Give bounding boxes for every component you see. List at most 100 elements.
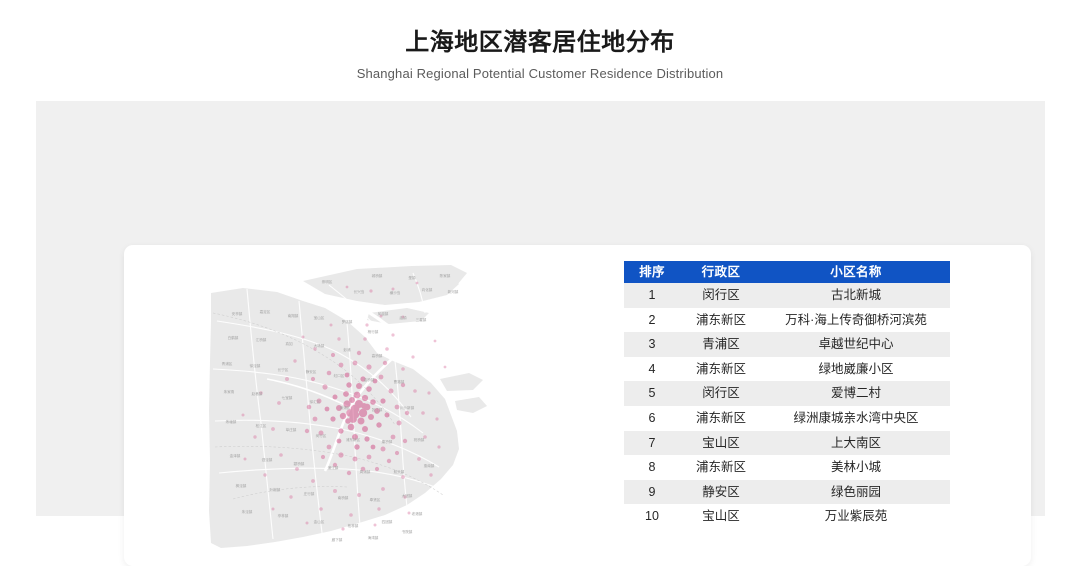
svg-text:安亭镇: 安亭镇 bbox=[232, 311, 243, 316]
svg-text:江桥镇: 江桥镇 bbox=[256, 337, 267, 342]
svg-text:颛桥镇: 颛桥镇 bbox=[294, 461, 305, 466]
svg-text:赵巷镇: 赵巷镇 bbox=[252, 391, 263, 396]
svg-text:彭浦: 彭浦 bbox=[343, 347, 351, 352]
svg-text:罗店镇: 罗店镇 bbox=[342, 319, 353, 324]
cell-district: 浦东新区 bbox=[680, 307, 762, 333]
landmass-hengsha bbox=[440, 373, 483, 391]
svg-text:杨行镇: 杨行镇 bbox=[368, 329, 379, 334]
table-row[interactable]: 2 浦东新区 万科·海上传奇御桥河滨苑 bbox=[624, 307, 950, 333]
svg-text:大场镇: 大场镇 bbox=[314, 343, 325, 348]
svg-text:崇明区: 崇明区 bbox=[322, 279, 333, 284]
column-header-district[interactable]: 行政区 bbox=[680, 261, 762, 283]
cell-community: 万科·海上传奇御桥河滨苑 bbox=[762, 307, 950, 333]
svg-text:浦江镇: 浦江镇 bbox=[328, 465, 339, 470]
cell-rank: 6 bbox=[624, 405, 680, 431]
svg-text:金桥镇: 金桥镇 bbox=[364, 377, 375, 382]
cell-district: 青浦区 bbox=[680, 332, 762, 357]
cell-community: 爱博二村 bbox=[762, 381, 950, 406]
residence-markers bbox=[241, 281, 447, 531]
cell-community: 绿地崴廉小区 bbox=[762, 356, 950, 382]
table-row[interactable]: 5 闵行区 爱博二村 bbox=[624, 381, 950, 406]
residence-ranking-table: 排序 行政区 小区名称 1 闵行区 古北新城 2 浦东新区 万科·海上传奇御桥河… bbox=[624, 261, 950, 529]
table-row[interactable]: 4 浦东新区 绿地崴廉小区 bbox=[624, 356, 950, 382]
cell-rank: 10 bbox=[624, 504, 680, 529]
river-suzhou bbox=[266, 378, 350, 408]
cell-rank: 7 bbox=[624, 430, 680, 456]
svg-text:南翔镇: 南翔镇 bbox=[288, 313, 299, 318]
svg-text:长宁区: 长宁区 bbox=[278, 367, 289, 372]
svg-text:书院镇: 书院镇 bbox=[402, 529, 413, 534]
svg-text:叶榭镇: 叶榭镇 bbox=[270, 487, 281, 492]
svg-text:川沙新镇: 川沙新镇 bbox=[400, 405, 415, 410]
svg-text:惠南镇: 惠南镇 bbox=[424, 463, 435, 468]
table-row[interactable]: 1 闵行区 古北新城 bbox=[624, 283, 950, 308]
svg-text:真如: 真如 bbox=[285, 341, 293, 346]
svg-text:航头镇: 航头镇 bbox=[394, 469, 405, 474]
cell-district: 宝山区 bbox=[680, 504, 762, 529]
ranking-table-pane: 排序 行政区 小区名称 1 闵行区 古北新城 2 浦东新区 万科·海上传奇御桥河… bbox=[624, 261, 950, 529]
page-subtitle: Shanghai Regional Potential Customer Res… bbox=[356, 66, 724, 81]
table-row[interactable]: 3 青浦区 卓越世纪中心 bbox=[624, 332, 950, 357]
svg-text:闵行区: 闵行区 bbox=[316, 433, 327, 438]
svg-text:堡镇: 堡镇 bbox=[408, 275, 416, 280]
table-row[interactable]: 10 宝山区 万业紫辰苑 bbox=[624, 504, 950, 529]
svg-text:庙镇: 庙镇 bbox=[399, 315, 407, 320]
cell-rank: 5 bbox=[624, 381, 680, 406]
svg-text:朱泾镇: 朱泾镇 bbox=[242, 509, 253, 514]
table-body: 1 闵行区 古北新城 2 浦东新区 万科·海上传奇御桥河滨苑 3 青浦区 卓越世… bbox=[624, 283, 950, 529]
table-row[interactable]: 7 宝山区 上大南区 bbox=[624, 430, 950, 456]
svg-text:金山区: 金山区 bbox=[314, 519, 325, 524]
cell-community: 上大南区 bbox=[762, 430, 950, 456]
svg-text:祝桥镇: 祝桥镇 bbox=[414, 437, 425, 442]
cell-community: 美林小城 bbox=[762, 455, 950, 480]
svg-text:莘庄镇: 莘庄镇 bbox=[286, 427, 297, 432]
svg-text:枫泾镇: 枫泾镇 bbox=[236, 483, 247, 488]
content-card: 崇明区 城桥镇 堡镇 陈家镇 长兴岛 横沙岛 向化镇 新河镇 凤凰镇 庙镇 三星镇 安亭镇… bbox=[124, 245, 1031, 566]
svg-text:新河镇: 新河镇 bbox=[448, 289, 459, 294]
svg-text:泗泾镇: 泗泾镇 bbox=[262, 457, 273, 462]
svg-text:青浦区: 青浦区 bbox=[222, 361, 233, 366]
page-title: 上海地区潜客居住地分布 bbox=[405, 29, 675, 56]
cell-district: 宝山区 bbox=[680, 430, 762, 456]
svg-text:徐泾镇: 徐泾镇 bbox=[250, 363, 261, 368]
svg-text:廊下镇: 廊下镇 bbox=[332, 537, 343, 542]
table-row[interactable]: 6 浦东新区 绿洲康城亲水湾中央区 bbox=[624, 405, 950, 431]
svg-text:周浦镇: 周浦镇 bbox=[360, 469, 371, 474]
svg-text:老港镇: 老港镇 bbox=[412, 511, 423, 516]
cell-community: 卓越世纪中心 bbox=[762, 332, 950, 357]
cell-rank: 9 bbox=[624, 479, 680, 505]
table-row[interactable]: 9 静安区 绿色丽园 bbox=[624, 479, 950, 505]
svg-text:亭林镇: 亭林镇 bbox=[278, 513, 289, 518]
svg-text:向化镇: 向化镇 bbox=[422, 287, 433, 292]
cell-community: 万业紫辰苑 bbox=[762, 504, 950, 529]
map-pane[interactable]: 崇明区 城桥镇 堡镇 陈家镇 长兴岛 横沙岛 向化镇 新河镇 凤凰镇 庙镇 三星镇 安亭镇… bbox=[124, 245, 504, 566]
svg-text:白鹤镇: 白鹤镇 bbox=[228, 335, 239, 340]
river-estuary bbox=[356, 303, 415, 349]
table-row[interactable]: 8 浦东新区 美林小城 bbox=[624, 455, 950, 480]
svg-text:金泽镇: 金泽镇 bbox=[230, 453, 241, 458]
column-header-rank[interactable]: 排序 bbox=[624, 261, 680, 283]
cell-community: 绿色丽园 bbox=[762, 479, 950, 505]
road-network-minor bbox=[212, 312, 444, 500]
cell-rank: 2 bbox=[624, 307, 680, 333]
svg-text:宝山区: 宝山区 bbox=[314, 315, 325, 320]
svg-text:柘林镇: 柘林镇 bbox=[348, 523, 359, 528]
svg-text:七宝镇: 七宝镇 bbox=[282, 395, 293, 400]
cell-rank: 8 bbox=[624, 455, 680, 480]
landmass-offshore-islet bbox=[455, 397, 487, 413]
svg-text:松江区: 松江区 bbox=[256, 423, 267, 428]
column-header-community[interactable]: 小区名称 bbox=[762, 261, 950, 283]
table-header-row: 排序 行政区 小区名称 bbox=[624, 261, 950, 283]
svg-text:张江镇: 张江镇 bbox=[372, 407, 383, 412]
svg-text:城桥镇: 城桥镇 bbox=[372, 273, 383, 278]
cell-district: 浦东新区 bbox=[680, 356, 762, 382]
shanghai-distribution-map[interactable]: 崇明区 城桥镇 堡镇 陈家镇 长兴岛 横沙岛 向化镇 新河镇 凤凰镇 庙镇 三星镇 安亭镇… bbox=[207, 261, 492, 551]
cell-district: 浦东新区 bbox=[680, 405, 762, 431]
svg-text:庄行镇: 庄行镇 bbox=[304, 491, 315, 496]
svg-text:三星镇: 三星镇 bbox=[416, 317, 427, 322]
svg-text:长兴岛: 长兴岛 bbox=[354, 289, 365, 294]
svg-text:凤凰镇: 凤凰镇 bbox=[378, 311, 389, 316]
cell-district: 静安区 bbox=[680, 479, 762, 505]
